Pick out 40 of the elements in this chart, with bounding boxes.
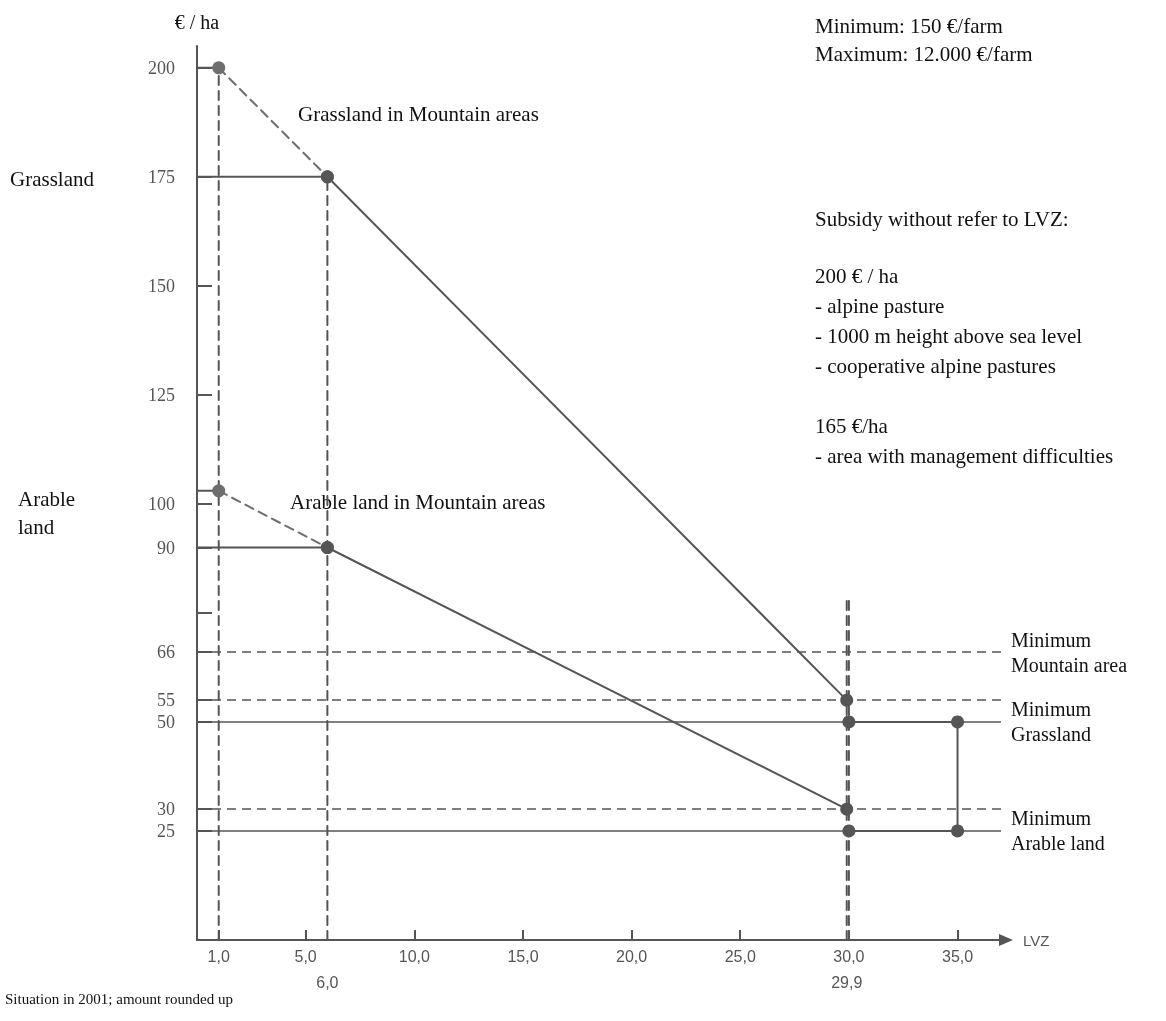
x-tick-label: 1,0 bbox=[207, 948, 230, 965]
x2-tick-label: 6,0 bbox=[316, 973, 339, 991]
y-tick-label: 100 bbox=[148, 493, 175, 514]
annotation: - area with management difficulties bbox=[815, 444, 1114, 468]
annotation: Maximum: 12.000 €/farm bbox=[815, 42, 1033, 66]
text: Situation in 2001; amount rounded up bbox=[5, 991, 233, 1007]
ref-line-label: Minimum Arable land bbox=[1011, 807, 1105, 855]
y-tick-label: 50 bbox=[157, 711, 175, 732]
x-tick-label: 35,0 bbox=[941, 948, 974, 965]
annotation: Arable land in Mountain areas bbox=[290, 490, 546, 514]
x-tick-label: 20,0 bbox=[616, 948, 648, 965]
text: Arable land bbox=[18, 487, 81, 539]
y-axis-title: € / ha bbox=[174, 11, 220, 33]
y-tick-label: 25 bbox=[157, 820, 175, 841]
y-tick-label: 90 bbox=[157, 537, 175, 558]
y-tick-label: 55 bbox=[157, 690, 175, 711]
x-tick-label: 25,0 bbox=[724, 948, 756, 965]
y-tick-label: 125 bbox=[148, 384, 175, 405]
x2-tick-label: 29,9 bbox=[831, 973, 863, 991]
annotation: - 1000 m height above sea level bbox=[815, 324, 1083, 348]
y-tick-label: 175 bbox=[148, 166, 175, 187]
annotation: - alpine pasture bbox=[815, 294, 945, 318]
x-tick-label: 15,0 bbox=[507, 948, 539, 965]
annotation: 165 €/ha bbox=[815, 414, 889, 438]
ref-line-label: Minimum Grassland bbox=[1011, 698, 1097, 746]
annotation: 200 € / ha bbox=[815, 264, 900, 288]
y-tick-label: 30 bbox=[157, 799, 175, 820]
y-tick-label: 66 bbox=[157, 642, 175, 663]
x-tick-label: 30,0 bbox=[833, 948, 865, 965]
y-tick-label: 200 bbox=[148, 57, 175, 78]
text: Grassland bbox=[10, 167, 95, 191]
ref-line-label: Minimum Mountain area bbox=[1011, 628, 1128, 676]
annotation: - cooperative alpine pastures bbox=[815, 354, 1056, 378]
y-tick-label: 150 bbox=[148, 275, 175, 296]
text: Minimum: 150 €/farm bbox=[815, 14, 1003, 38]
annotation: Subsidy without refer to LVZ: bbox=[815, 207, 1069, 231]
x-tick-label: 10,0 bbox=[398, 948, 430, 965]
x-tick-label: 5,0 bbox=[294, 948, 317, 965]
x-axis-title: LVZ bbox=[1023, 931, 1050, 949]
annotation: Grassland in Mountain areas bbox=[298, 102, 539, 126]
